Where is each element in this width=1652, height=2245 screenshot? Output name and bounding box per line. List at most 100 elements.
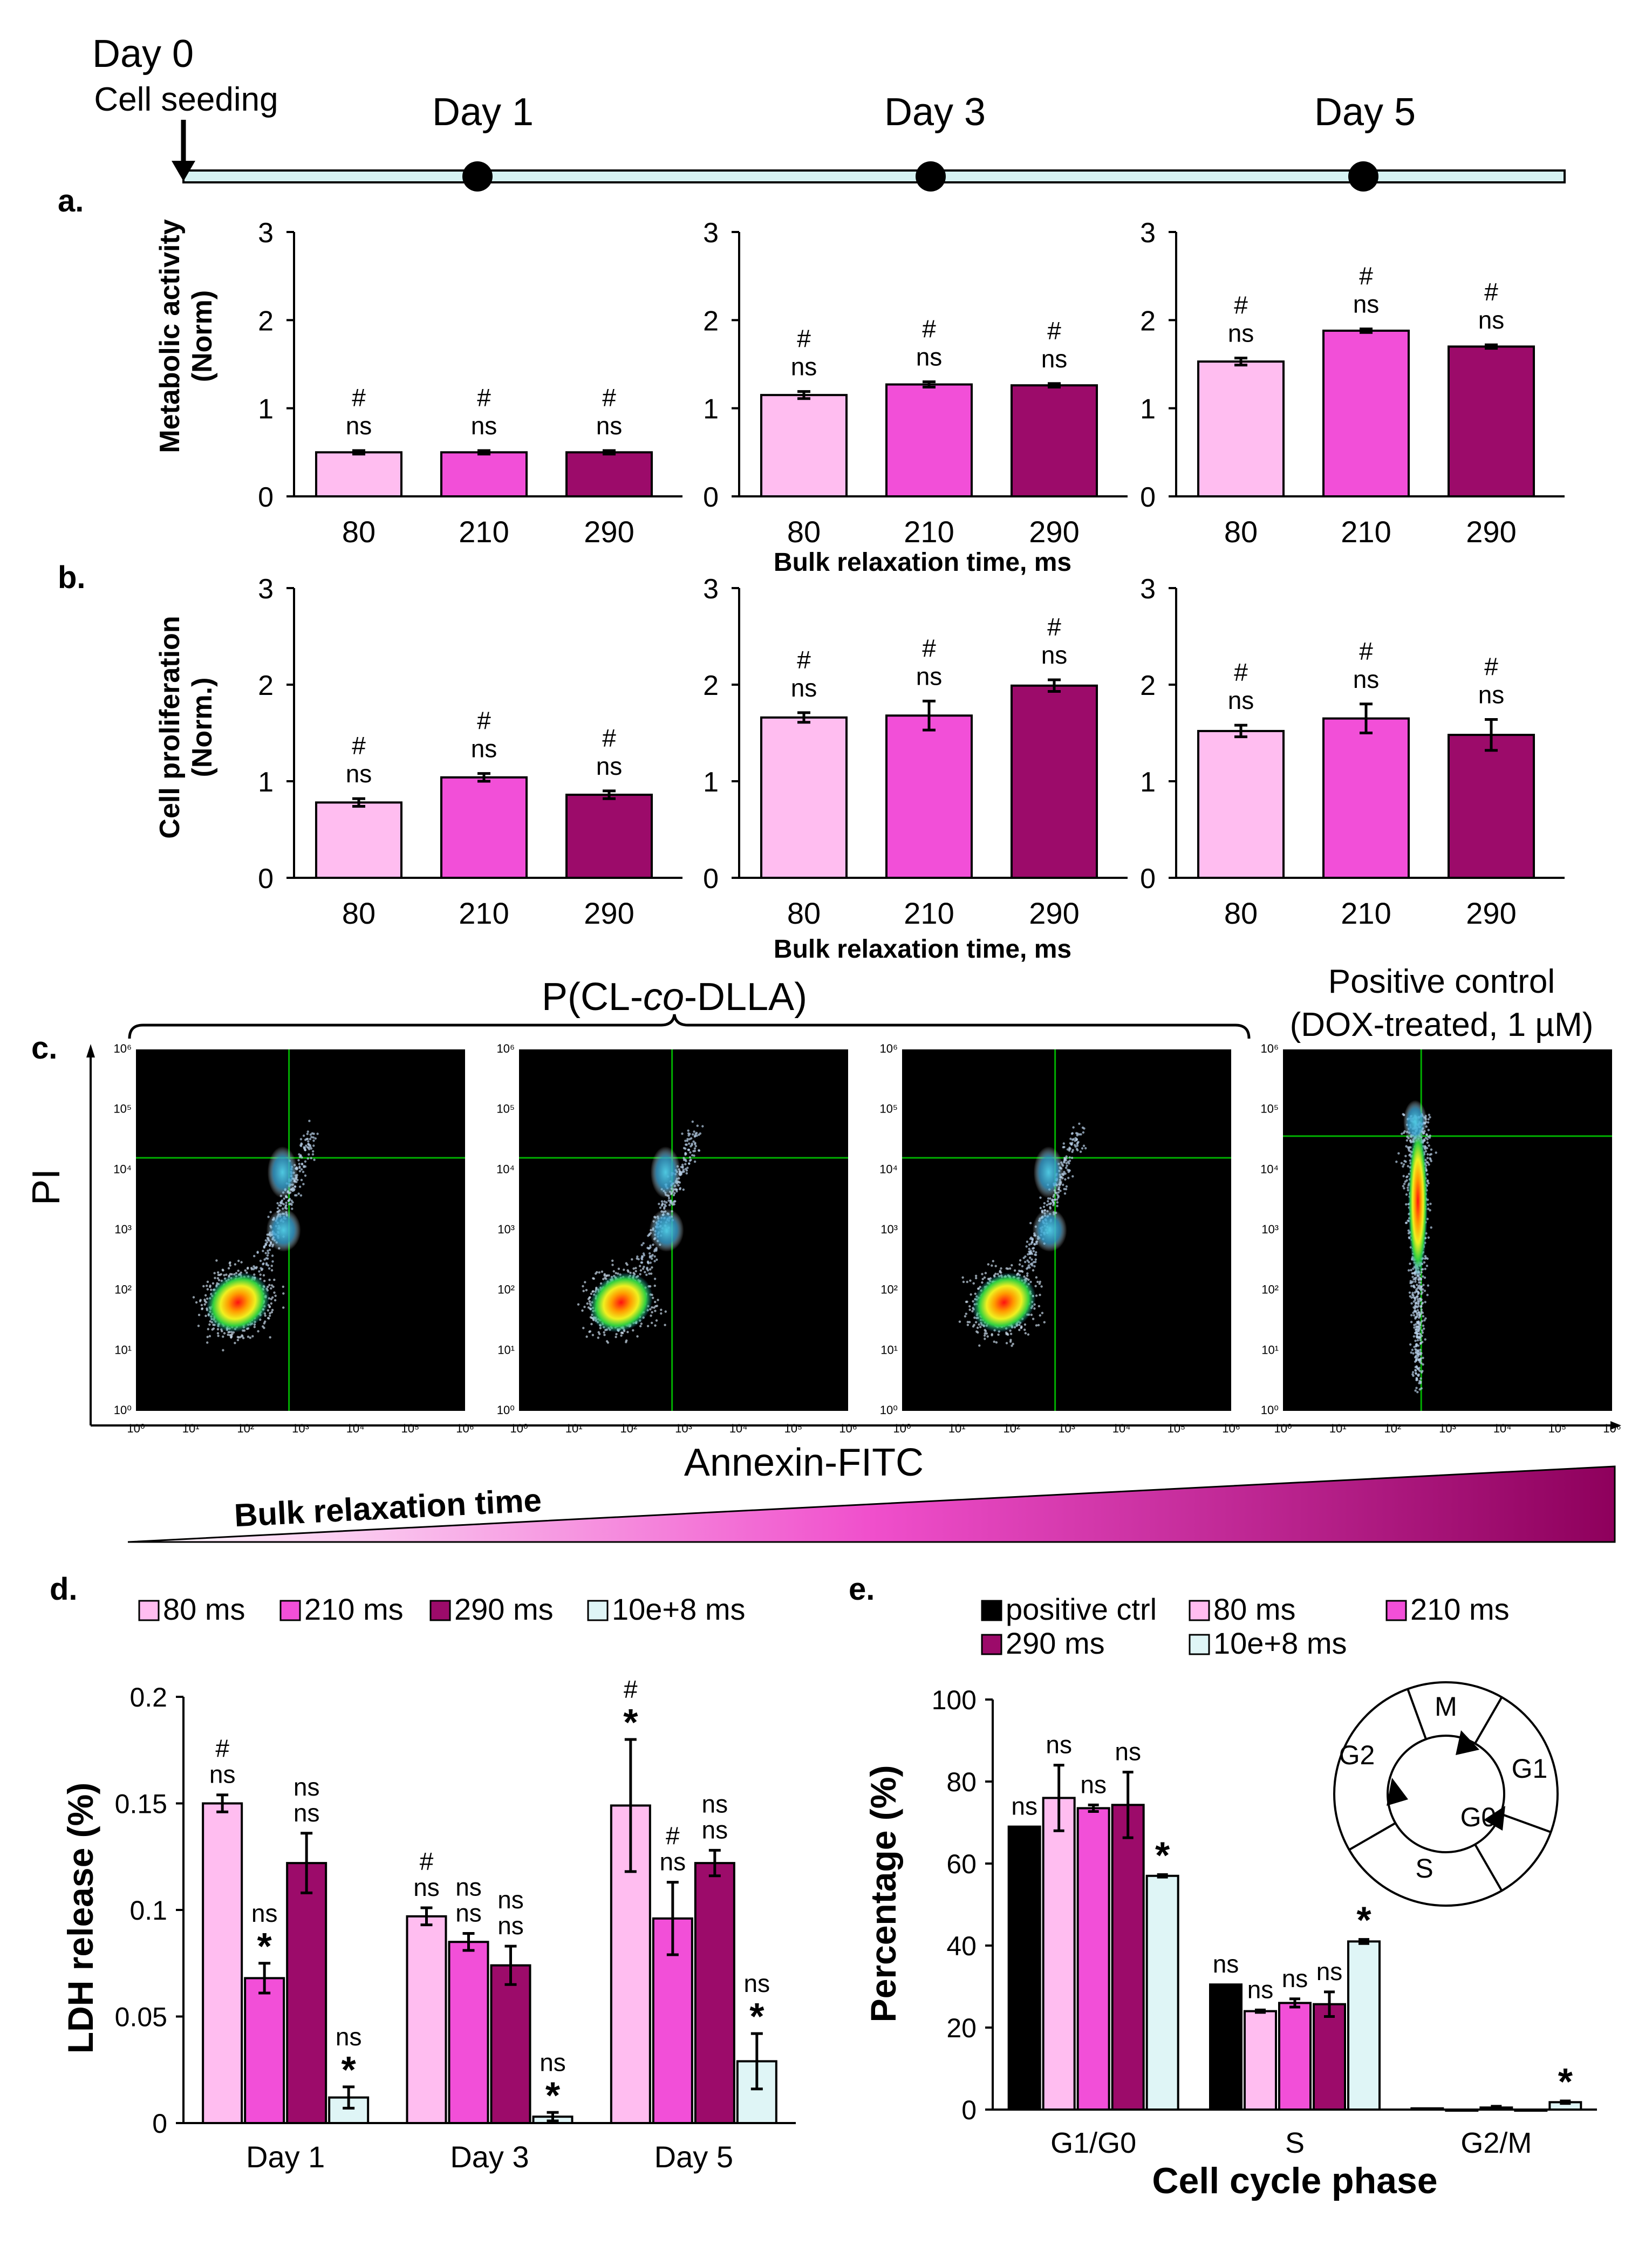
flow-event (1075, 1148, 1078, 1150)
flow-event (1415, 1288, 1418, 1291)
flow-event (1426, 1294, 1429, 1296)
flow-event (1419, 1377, 1422, 1380)
flow-event (649, 1268, 652, 1271)
flow-event (229, 1264, 231, 1267)
flow-event (311, 1153, 315, 1156)
flow-event (197, 1325, 200, 1327)
flow-event (242, 1336, 245, 1340)
flow-event (282, 1285, 284, 1288)
flow-event (639, 1325, 642, 1328)
flow-event (1419, 1333, 1422, 1336)
bar (1514, 2108, 1548, 2112)
flow-event (1028, 1266, 1031, 1269)
flow-y-tick: 10⁶ (879, 1042, 898, 1055)
flow-event (1407, 1165, 1409, 1168)
flow-x-tick: 10³ (292, 1422, 309, 1435)
sig-annotation: ns (1080, 1770, 1107, 1798)
flow-event (1078, 1122, 1081, 1125)
flow-event (1079, 1150, 1082, 1153)
flow-event (308, 1153, 310, 1156)
flow-event (1072, 1126, 1075, 1129)
y-tick-label: 1 (1140, 767, 1156, 798)
sig-annotation: ns (1478, 680, 1505, 708)
x-tick-label: 290 (1466, 896, 1516, 930)
panel-a-label: a. (58, 183, 84, 219)
bar-80 (760, 716, 848, 879)
flow-event (269, 1312, 271, 1315)
flow-event (278, 1204, 281, 1207)
flow-event (1421, 1320, 1424, 1322)
flow-event (201, 1308, 203, 1311)
flow-event (312, 1144, 315, 1147)
flow-event (972, 1325, 975, 1328)
flow-event (682, 1188, 685, 1191)
flow-event (285, 1202, 288, 1204)
flow-event (603, 1331, 605, 1334)
bar (448, 1941, 489, 2124)
chart-d: 80 ms 210 ms 290 ms 10e+8 ms LDH release (%)… (60, 1592, 796, 2174)
flow-event (1023, 1328, 1026, 1331)
legend-swatch (981, 1600, 1002, 1621)
flow-event (1424, 1338, 1426, 1341)
flow-y-tick: 10⁴ (879, 1162, 898, 1176)
flow-event (249, 1336, 251, 1339)
flow-event (1416, 1295, 1419, 1298)
flow-event (1418, 1313, 1421, 1316)
flow-event (1403, 1183, 1406, 1185)
flow-event (1034, 1285, 1037, 1287)
flow-event (644, 1271, 646, 1273)
flow-event (1426, 1284, 1430, 1287)
flow-event (1013, 1269, 1016, 1272)
flow-event (1062, 1146, 1064, 1149)
flow-event (1071, 1149, 1074, 1151)
bar (1145, 1874, 1179, 2111)
flow-event (693, 1160, 697, 1163)
bar (1111, 1804, 1145, 2111)
flow-event (1401, 1132, 1403, 1135)
flow-event (668, 1204, 671, 1206)
flow-event (1410, 1268, 1412, 1272)
cycle-divider (1474, 1696, 1503, 1744)
flow-event (688, 1156, 692, 1159)
annexin-axis-arrow-icon (1610, 1421, 1621, 1430)
x-tick-label: 80 (342, 515, 376, 549)
flow-event (1421, 1371, 1423, 1374)
flow-event (672, 1201, 675, 1204)
flow-plot-1: 10⁰ 10⁰ 10¹ 10¹ 10² 10² 10³ 10³ 10⁴ 10⁴ 10⁵ 10⁵ 10⁶ 1… (113, 1042, 474, 1435)
flow-event (692, 1150, 695, 1152)
flow-event (213, 1272, 216, 1274)
flow-event (1402, 1163, 1405, 1166)
flow-event (591, 1334, 595, 1336)
flow-event (220, 1273, 222, 1275)
sig-annotation: ns (1353, 290, 1380, 318)
flow-event (653, 1248, 657, 1251)
legend-label: 80 ms (163, 1592, 245, 1626)
flow-x-tick: 10² (1003, 1422, 1020, 1435)
cycle-divider (1474, 1844, 1503, 1892)
y-tick-label: 3 (258, 574, 274, 605)
flow-event (1427, 1207, 1430, 1210)
flow-event (682, 1157, 685, 1159)
flow-event (654, 1309, 657, 1312)
flow-event (1410, 1302, 1413, 1305)
y-axis-label: Percentage (%) (863, 1765, 903, 2023)
flow-event (684, 1139, 687, 1142)
flow-event (974, 1321, 978, 1323)
flow-event (1065, 1155, 1068, 1158)
flow-y-tick: 10¹ (1261, 1343, 1279, 1356)
sig-annotation: ns (209, 1760, 236, 1789)
sig-annotation: # (602, 724, 616, 752)
flow-event (267, 1250, 269, 1252)
flow-event (1423, 1289, 1426, 1292)
flow-event (1421, 1302, 1423, 1305)
bar-290 (1448, 734, 1535, 879)
quadrant-q3-label: D-Q3: 97.55% (907, 1394, 989, 1409)
sig-annotation: # (352, 384, 366, 412)
y-tick-label: 1 (258, 394, 274, 425)
flow-event (307, 1140, 310, 1143)
flow-event (1069, 1137, 1072, 1140)
flow-event (1435, 1151, 1437, 1154)
flow-event (1414, 1310, 1417, 1313)
